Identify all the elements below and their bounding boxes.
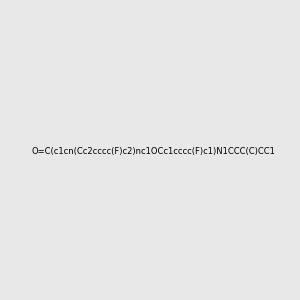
Text: O=C(c1cn(Cc2cccc(F)c2)nc1OCc1cccc(F)c1)N1CCC(C)CC1: O=C(c1cn(Cc2cccc(F)c2)nc1OCc1cccc(F)c1)N… (32, 147, 276, 156)
